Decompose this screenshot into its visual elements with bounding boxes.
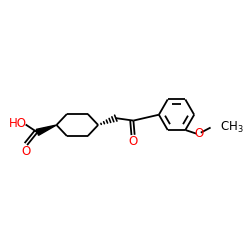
Text: HO: HO xyxy=(9,117,27,130)
Text: CH$_3$: CH$_3$ xyxy=(220,120,244,135)
Polygon shape xyxy=(36,125,56,135)
Text: O: O xyxy=(129,135,138,148)
Text: O: O xyxy=(195,127,204,140)
Text: O: O xyxy=(21,146,30,158)
